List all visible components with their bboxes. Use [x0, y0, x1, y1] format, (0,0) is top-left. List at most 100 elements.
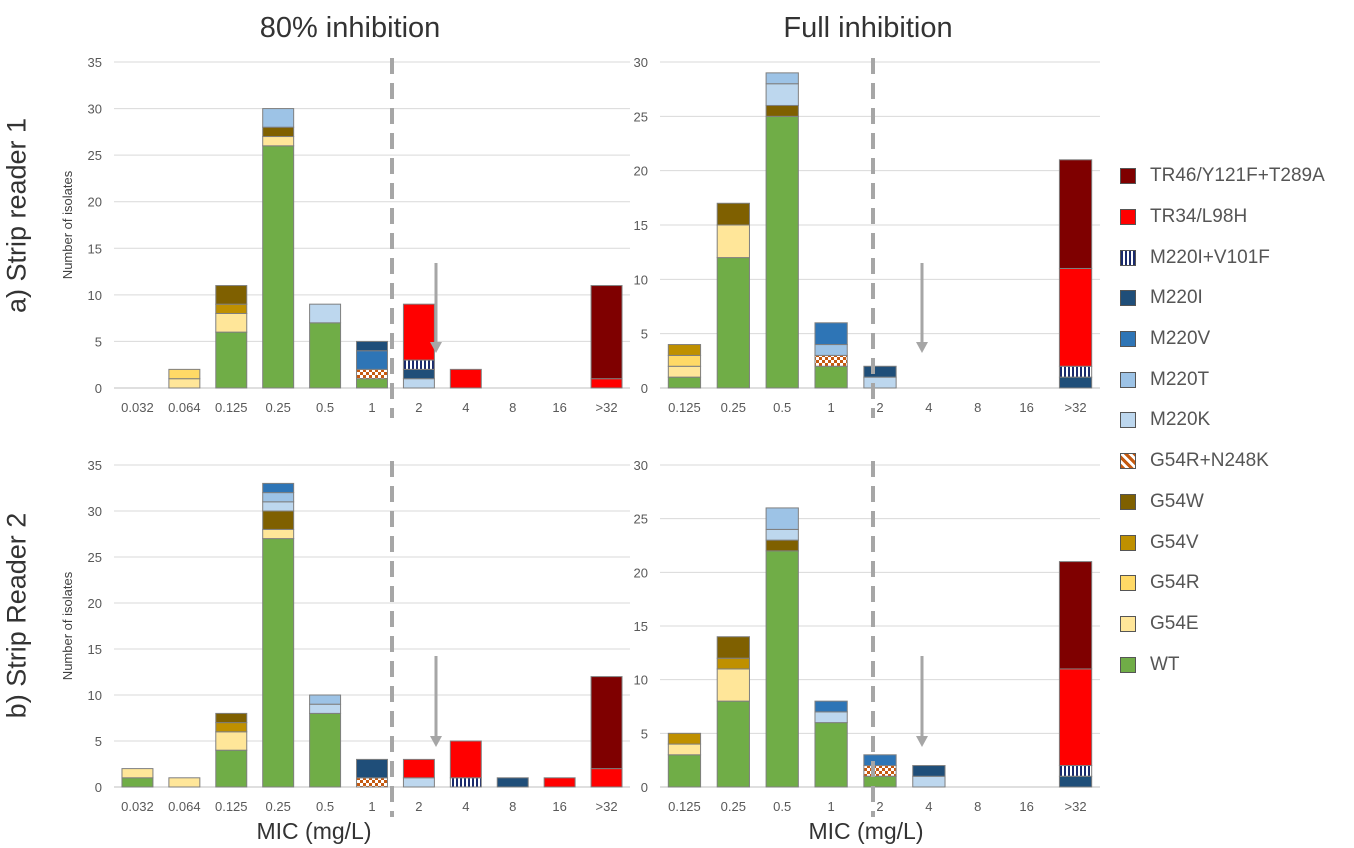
- bar-segment-wt: [765, 115, 799, 389]
- bar-segment-m220i: [402, 368, 435, 380]
- y-tick-label: 0: [95, 780, 102, 795]
- bar-segment-m220v: [863, 754, 897, 767]
- x-tick-label: >32: [1065, 400, 1087, 415]
- bar-segment-g54w: [765, 539, 799, 552]
- x-tick-label: 4: [925, 799, 932, 814]
- y-tick-label: 15: [88, 241, 102, 256]
- bar-segment-tr34-l98h: [402, 758, 435, 779]
- bar-segment-m220i-v101f: [1058, 365, 1093, 378]
- x-tick-label: 0.25: [266, 400, 291, 415]
- bar-segment-wt: [262, 538, 295, 788]
- legend-item: TR34/L98H: [1120, 197, 1325, 238]
- bar-segment-tr34-l98h: [543, 777, 576, 788]
- y-tick-label: 25: [634, 512, 648, 527]
- y-tick-label: 5: [95, 734, 102, 749]
- bar-segment-g54e: [262, 528, 295, 540]
- bar-segment-g54r-n248k: [356, 777, 388, 788]
- bar-segment-tr34-l98h: [449, 368, 482, 389]
- legend-swatch: [1120, 290, 1136, 307]
- bar-segment-wt: [716, 257, 750, 389]
- y-tick-label: 20: [88, 596, 102, 611]
- bar-segment-tr46-y121f-t289a: [1058, 159, 1093, 269]
- arrow-head: [430, 342, 442, 353]
- x-tick-label: 1: [368, 400, 375, 415]
- legend: TR46/Y121F+T289A TR34/L98H M220I+V101F M220…: [1120, 156, 1325, 685]
- x-tick-label: 0.032: [121, 400, 154, 415]
- bar-segment-m220t: [765, 507, 799, 530]
- x-tick-label: 4: [925, 400, 932, 415]
- bar-segment-m220v: [814, 322, 848, 346]
- bar-segment-m220i: [1058, 775, 1093, 788]
- y-tick-label: 20: [634, 164, 648, 179]
- legend-swatch: [1120, 615, 1136, 632]
- bar-segment-m220k: [402, 777, 435, 788]
- x-tick-label: >32: [596, 400, 618, 415]
- y-tick-label: 5: [641, 327, 648, 342]
- bar-segment-tr34-l98h: [590, 378, 623, 389]
- bar-segment-wt: [309, 712, 342, 788]
- column-title-full-inhibition: Full inhibition: [783, 12, 953, 44]
- bar-segment-g54r-n248k: [814, 354, 848, 367]
- legend-label: G54E: [1150, 612, 1199, 634]
- x-tick-label: 0.064: [168, 799, 201, 814]
- bar-segment-g54r-n248k: [356, 368, 388, 380]
- y-tick-label: 20: [88, 195, 102, 210]
- bar-segment-g54w: [716, 636, 750, 659]
- bar-segment-m220k: [262, 501, 295, 512]
- y-tick-label: 35: [88, 55, 102, 70]
- x-tick-label: 1: [827, 799, 834, 814]
- y-tick-label: 30: [634, 458, 648, 473]
- bar-segment-g54v: [716, 657, 750, 670]
- y-tick-label: 0: [641, 381, 648, 396]
- bar-segment-g54r: [667, 354, 702, 367]
- x-tick-label: 2: [876, 799, 883, 814]
- x-tick-label: 4: [462, 400, 469, 415]
- bar-segment-m220t: [262, 492, 295, 503]
- bar-segment-g54r-n248k: [863, 765, 897, 777]
- x-axis-title-right: MIC (mg/L): [808, 818, 924, 844]
- bar-segment-wt: [716, 700, 750, 788]
- legend-item: TR46/Y121F+T289A: [1120, 156, 1325, 197]
- legend-item: WT: [1120, 644, 1325, 685]
- bar-segment-tr34-l98h: [1058, 668, 1093, 767]
- arrow-head: [430, 736, 442, 747]
- bar-segment-m220i: [863, 365, 897, 378]
- legend-label: M220V: [1150, 328, 1211, 350]
- y-tick-label: 15: [634, 218, 648, 233]
- x-tick-label: 16: [1019, 799, 1033, 814]
- bar-segment-wt: [814, 365, 848, 389]
- bar-segment-m220k: [863, 376, 897, 389]
- bar-segment-wt: [215, 749, 248, 788]
- bar-segment-g54e: [262, 136, 295, 147]
- bar-segment-m220t: [262, 108, 295, 128]
- bar-segment-m220v: [262, 482, 295, 494]
- bar-segment-wt: [356, 378, 388, 389]
- legend-item: M220K: [1120, 400, 1325, 441]
- chart-panel-0: 0 5 10 15 20 25 30 35 Number of isolates 0.032 0.0…: [60, 55, 630, 418]
- x-tick-label: >32: [596, 799, 618, 814]
- legend-swatch: [1120, 371, 1136, 388]
- y-tick-label: 0: [641, 780, 648, 795]
- bar-segment-tr46-y121f-t289a: [590, 285, 623, 380]
- x-tick-label: 0.5: [316, 799, 334, 814]
- x-tick-label: 0.25: [721, 799, 746, 814]
- bar-segment-tr46-y121f-t289a: [1058, 561, 1093, 670]
- legend-swatch: [1120, 331, 1136, 348]
- bar-segment-m220i: [496, 777, 529, 788]
- x-tick-label: 0.125: [668, 400, 701, 415]
- bar-segment-m220t: [814, 344, 848, 356]
- bar-segment-m220i: [912, 765, 946, 777]
- legend-label: WT: [1150, 653, 1180, 675]
- legend-swatch: [1120, 575, 1136, 592]
- x-tick-label: 2: [415, 400, 422, 415]
- y-tick-label: 25: [634, 109, 648, 124]
- legend-label: M220K: [1150, 409, 1211, 431]
- legend-label: G54R: [1150, 572, 1200, 594]
- bar-segment-m220i: [1058, 376, 1093, 389]
- y-tick-label: 10: [88, 688, 102, 703]
- legend-item: M220I: [1120, 278, 1325, 319]
- y-axis-label: Number of isolates: [60, 571, 75, 680]
- bar-segment-g54e: [215, 731, 248, 751]
- bar-segment-g54e: [168, 378, 201, 389]
- x-axis-title-left: MIC (mg/L): [256, 818, 372, 844]
